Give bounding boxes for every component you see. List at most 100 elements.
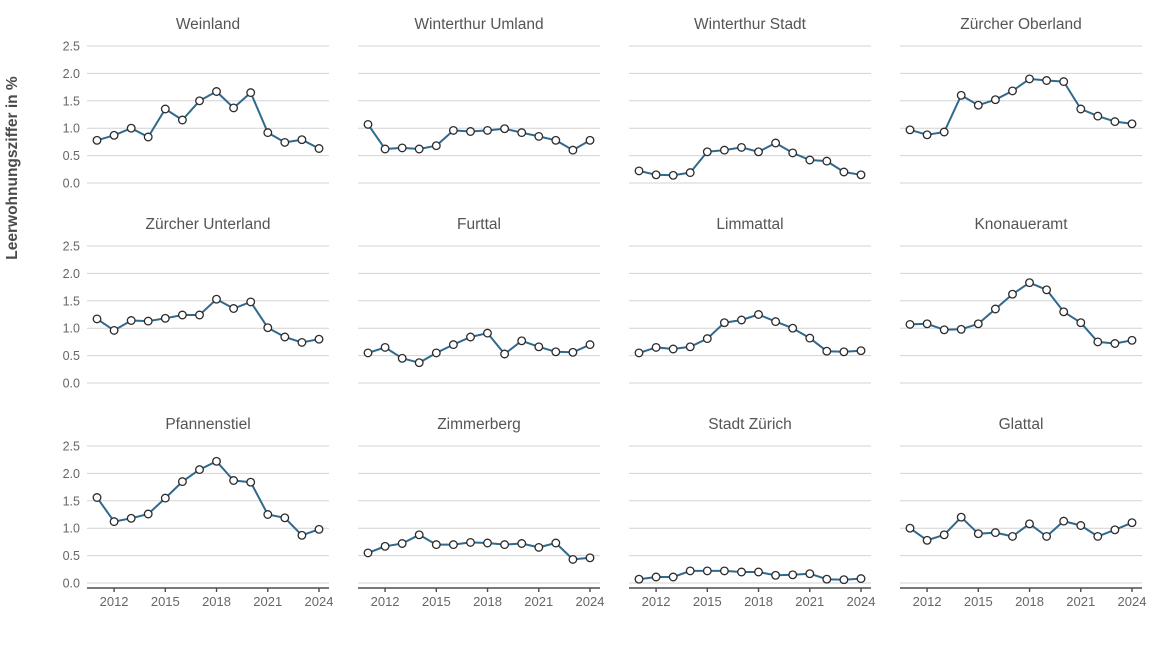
- data-point: [263, 510, 273, 519]
- data-point: [246, 477, 256, 487]
- data-point: [109, 325, 119, 335]
- data-point: [92, 314, 102, 324]
- data-point: [788, 570, 798, 580]
- data-point: [431, 348, 441, 358]
- facet-panel-winterthur-umland: Winterthur Umland: [358, 16, 600, 184]
- data-point: [380, 342, 390, 352]
- data-point: [1127, 335, 1137, 345]
- data-point: [788, 323, 798, 333]
- y-tick-label: 1.0: [63, 122, 80, 136]
- data-point: [1093, 337, 1103, 347]
- data-point: [466, 127, 475, 136]
- data-point: [431, 141, 441, 151]
- y-tick-label: 2.5: [63, 40, 80, 54]
- data-point: [483, 538, 492, 548]
- line-series: [909, 281, 1133, 345]
- data-point: [397, 353, 407, 363]
- y-tick-label: 2.0: [63, 67, 80, 81]
- data-point: [1127, 518, 1137, 528]
- panel-title: Winterthur Umland: [414, 16, 543, 33]
- data-point: [668, 170, 678, 180]
- data-point: [177, 115, 187, 125]
- panel-title: Zürcher Unterland: [146, 216, 271, 233]
- data-point: [263, 128, 273, 138]
- data-point: [990, 304, 1000, 314]
- data-point: [195, 310, 204, 320]
- data-point: [109, 130, 119, 140]
- data-point: [212, 456, 221, 466]
- data-point: [1042, 76, 1052, 85]
- data-point: [1059, 77, 1069, 87]
- data-point: [229, 304, 239, 313]
- data-point: [1025, 519, 1034, 529]
- data-point: [651, 572, 661, 582]
- data-point: [1093, 111, 1103, 121]
- facet-panel-knonaueramt: Knonaueramt: [900, 216, 1142, 384]
- data-point: [856, 170, 866, 180]
- x-tick-label: 2024: [847, 594, 876, 609]
- data-point: [719, 145, 729, 155]
- data-point: [246, 297, 256, 307]
- data-point: [634, 348, 644, 358]
- data-point: [314, 144, 324, 153]
- data-point: [263, 323, 273, 333]
- facet-panel-z-rcher-unterland: Zürcher Unterland 0.0 0.5 1.0 1.5 2.0 2.5: [63, 216, 329, 391]
- data-point: [668, 344, 678, 354]
- data-point: [1042, 285, 1052, 295]
- data-point: [839, 167, 849, 177]
- panel-title: Limmattal: [716, 216, 783, 233]
- y-tick-label: 1.0: [63, 322, 80, 336]
- data-point: [143, 132, 153, 142]
- x-tick-label: 2015: [422, 594, 451, 609]
- data-point: [956, 512, 966, 522]
- facet-panel-furttal: Furttal: [358, 216, 600, 384]
- data-point: [363, 348, 373, 358]
- data-point: [380, 541, 390, 551]
- y-tick-label: 0.5: [63, 549, 80, 563]
- data-point: [805, 155, 815, 165]
- data-point: [177, 310, 187, 320]
- y-tick-label: 0.5: [63, 349, 80, 363]
- data-point: [551, 538, 561, 548]
- panel-title: Winterthur Stadt: [694, 16, 807, 33]
- data-point: [160, 493, 170, 503]
- data-point: [1110, 525, 1120, 535]
- data-point: [634, 166, 644, 176]
- data-point: [1008, 289, 1017, 299]
- data-point: [939, 127, 949, 137]
- data-point: [702, 566, 712, 576]
- data-point: [822, 156, 832, 166]
- data-point: [1042, 531, 1052, 541]
- data-point: [839, 347, 849, 357]
- data-point: [177, 477, 187, 487]
- data-point: [973, 100, 983, 110]
- data-point: [414, 358, 424, 368]
- data-point: [500, 540, 510, 550]
- data-point: [363, 119, 373, 129]
- facet-panel-pfannenstiel: Pfannenstiel 0.0 0.5 1.0 1.5 2.0 2.5 2012 2015 20…: [63, 416, 334, 609]
- data-point: [534, 131, 544, 141]
- data-point: [568, 554, 578, 564]
- y-tick-label: 0.0: [63, 377, 80, 391]
- data-point: [685, 566, 695, 576]
- x-tick-label: 2018: [744, 594, 773, 609]
- data-point: [1059, 516, 1069, 526]
- data-point: [517, 336, 527, 346]
- data-point: [314, 524, 324, 534]
- data-point: [551, 135, 561, 145]
- data-point: [822, 574, 832, 584]
- x-tick-label: 2015: [151, 594, 180, 609]
- data-point: [990, 528, 1000, 538]
- data-point: [229, 476, 239, 485]
- data-point: [939, 530, 949, 540]
- data-point: [534, 542, 544, 552]
- data-point: [314, 334, 324, 344]
- data-point: [973, 529, 983, 539]
- data-point: [956, 324, 966, 334]
- y-tick-label: 0.0: [63, 577, 80, 591]
- x-tick-label: 2015: [964, 594, 993, 609]
- data-point: [483, 125, 492, 135]
- data-point: [585, 135, 595, 145]
- data-point: [1025, 74, 1034, 84]
- x-tick-label: 2015: [693, 594, 722, 609]
